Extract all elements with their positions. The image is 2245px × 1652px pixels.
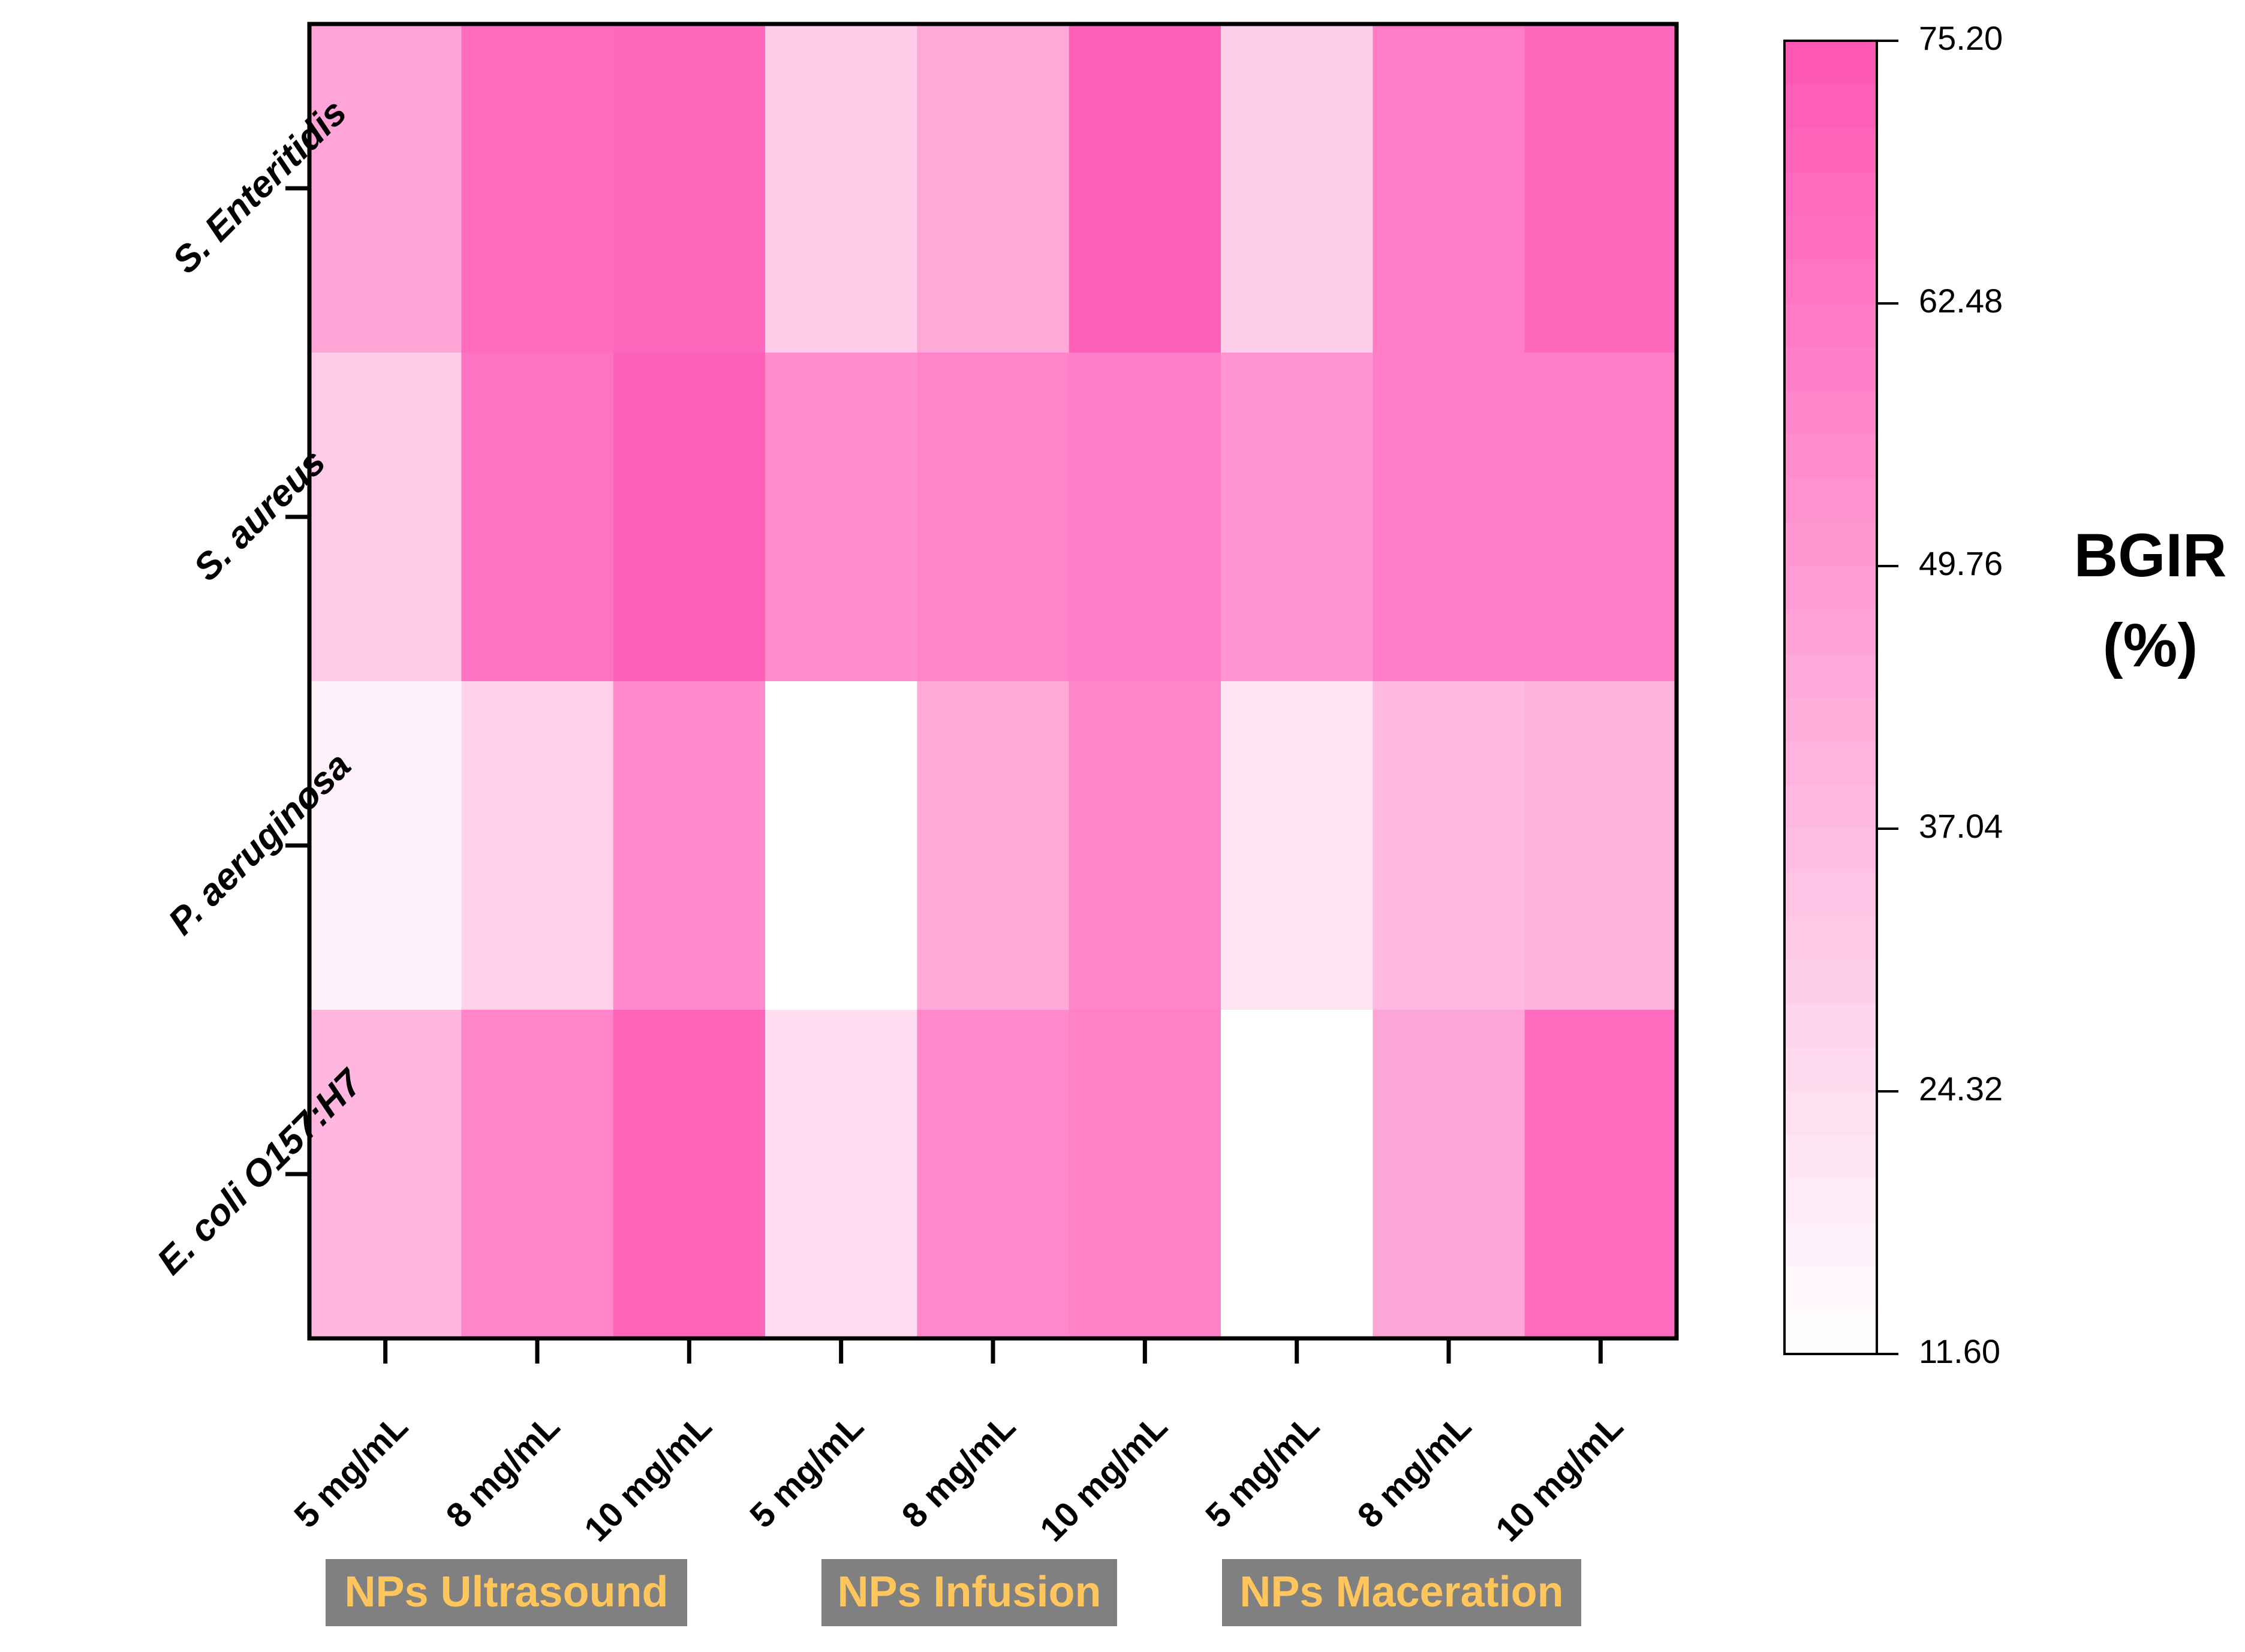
heatmap-cell (309, 1010, 462, 1339)
heatmap-cell (1524, 353, 1677, 682)
colorbar-segment (1784, 1091, 1877, 1136)
heatmap-cells (309, 24, 1677, 1339)
heatmap-cell (1524, 1010, 1677, 1339)
colorbar-segment (1784, 1135, 1877, 1179)
colorbar-frame (1783, 40, 1878, 1355)
heatmap-cell (461, 353, 614, 682)
heatmap-cell (461, 681, 614, 1010)
colorbar-segment (1784, 829, 1877, 873)
colorbar-segment (1784, 785, 1877, 829)
heatmap-cell (917, 1010, 1070, 1339)
heatmap-cell (1069, 353, 1221, 682)
heatmap-cell (309, 24, 462, 353)
heatmap-cell (917, 353, 1070, 682)
x-tick-label: 10 mg/mL (1033, 1407, 1175, 1549)
group-label: NPs Maceration (1239, 1568, 1563, 1616)
colorbar-segment (1784, 128, 1877, 173)
colorbar-segment (1784, 872, 1877, 917)
heatmap-cell (309, 681, 462, 1010)
colorbar-segment (1784, 347, 1877, 392)
heatmap-cell (1221, 681, 1373, 1010)
heatmap-cell (461, 1010, 614, 1339)
x-tick-label: 5 mg/mL (742, 1407, 871, 1536)
colorbar-segment (1784, 435, 1877, 479)
heatmap-cell (765, 681, 917, 1010)
heatmap-cell (1069, 24, 1221, 353)
heatmap-cell (461, 24, 614, 353)
heatmap-cell (1221, 353, 1373, 682)
heatmap-cell (613, 681, 766, 1010)
x-tick-label: 8 mg/mL (1350, 1407, 1479, 1536)
heatmap-cell (1373, 1010, 1525, 1339)
heatmap-cell (1524, 24, 1677, 353)
heatmap-cell (1221, 24, 1373, 353)
group-label: NPs Infusion (837, 1568, 1101, 1616)
colorbar-tick-label: 11.60 (1919, 1332, 2000, 1370)
heatmap-cell (765, 353, 917, 682)
colorbar-segment (1784, 391, 1877, 435)
colorbar-segment (1784, 172, 1877, 216)
group-label-box (326, 1559, 687, 1626)
heatmap-cell (1069, 681, 1221, 1010)
x-tick-label: 5 mg/mL (1198, 1407, 1327, 1536)
heatmap-cell (309, 353, 462, 682)
x-tick-label: 8 mg/mL (894, 1407, 1023, 1536)
colorbar-tick-label: 75.20 (1919, 19, 2003, 57)
colorbar-segment (1784, 303, 1877, 348)
x-tick-label: 10 mg/mL (577, 1407, 719, 1549)
heatmap-cell (1373, 681, 1525, 1010)
group-labels: NPs Ultrasound NPs Infusion NPs Maceration (326, 1559, 1581, 1626)
colorbar-segment (1784, 479, 1877, 523)
colorbar: 75.20 62.48 49.76 37.04 24.32 11.60 BGIR (%) (1783, 19, 2227, 1370)
colorbar-tick-label: 62.48 (1919, 282, 2003, 320)
colorbar-segment (1784, 741, 1877, 786)
heatmap-cell (1069, 1010, 1221, 1339)
x-tick-label: 8 mg/mL (438, 1407, 567, 1536)
heatmap-cell (917, 24, 1070, 353)
colorbar-segment (1784, 916, 1877, 961)
colorbar-segment (1784, 1004, 1877, 1048)
heatmap-cell (917, 681, 1070, 1010)
colorbar-unit: (%) (2103, 611, 2198, 679)
colorbar-tick-label: 49.76 (1919, 544, 2003, 582)
colorbar-segment (1784, 1223, 1877, 1267)
colorbar-segment (1784, 610, 1877, 654)
x-tick-label: 10 mg/mL (1488, 1407, 1630, 1549)
colorbar-segment (1784, 654, 1877, 698)
colorbar-segment (1784, 216, 1877, 260)
colorbar-segment (1784, 1266, 1877, 1311)
group-label-box (821, 1559, 1117, 1626)
colorbar-segment (1784, 566, 1877, 610)
colorbar-title: BGIR (2074, 521, 2227, 589)
heatmap-cell (1373, 353, 1525, 682)
heatmap-cell (1524, 681, 1677, 1010)
colorbar-segment (1784, 1310, 1877, 1355)
x-tick-label: 5 mg/mL (287, 1407, 416, 1536)
group-label-box (1222, 1559, 1581, 1626)
colorbar-segment (1784, 522, 1877, 567)
heatmap-cell (1221, 1010, 1373, 1339)
heatmap-cell (613, 353, 766, 682)
colorbar-segment (1784, 1179, 1877, 1223)
heatmap-cell (613, 24, 766, 353)
heatmap-cell (613, 1010, 766, 1339)
heatmap-cell (1373, 24, 1525, 353)
x-axis: 5 mg/mL 8 mg/mL 10 mg/mL 5 mg/mL 8 mg/mL 10 m… (287, 1338, 1630, 1549)
heatmap-cell (765, 1010, 917, 1339)
colorbar-tick-label: 24.32 (1919, 1070, 2003, 1108)
colorbar-tick-label: 37.04 (1919, 807, 2003, 845)
colorbar-segment (1784, 85, 1877, 129)
heatmap-cell (765, 24, 917, 353)
colorbar-segment (1784, 1048, 1877, 1092)
colorbar-segment (1784, 697, 1877, 742)
colorbar-segment (1784, 260, 1877, 304)
colorbar-segment (1784, 960, 1877, 1004)
group-label: NPs Ultrasound (344, 1568, 668, 1616)
colorbar-segment (1784, 41, 1877, 85)
